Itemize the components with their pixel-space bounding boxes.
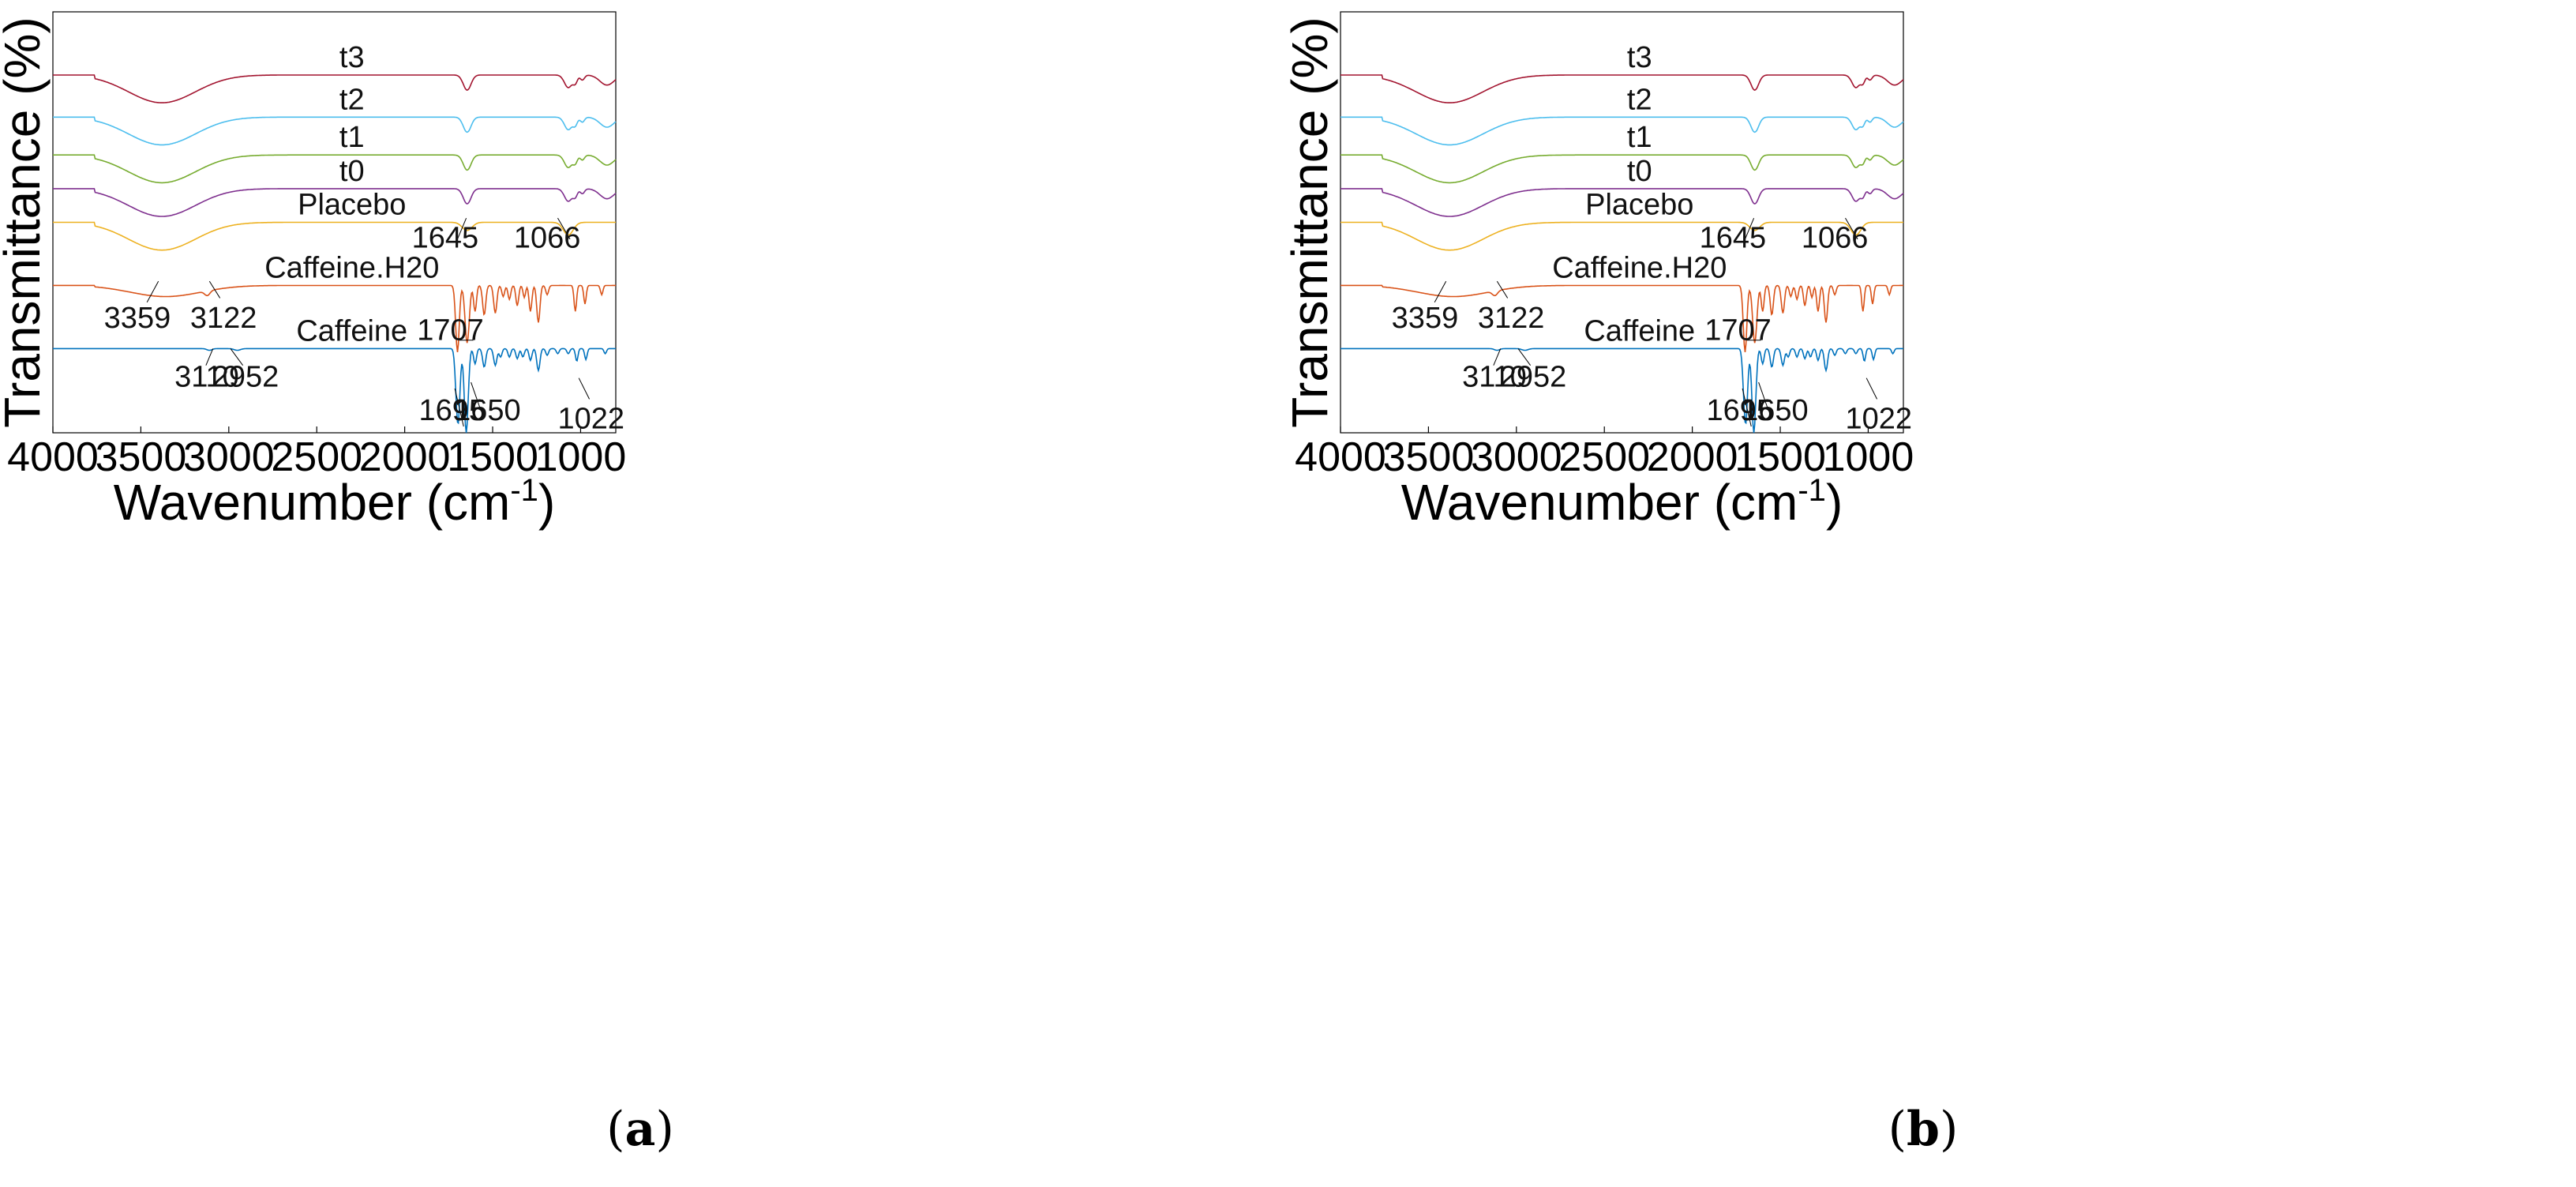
panel-b-caption: (b) <box>1888 1102 1959 1157</box>
x-tick-label: 1000 <box>1823 434 1914 480</box>
peak-leader-line <box>1493 348 1502 366</box>
series-line-t0 <box>53 188 617 217</box>
series-label: t0 <box>339 155 365 188</box>
panel-a-caption-letter: a <box>624 1102 656 1157</box>
series-line-t3 <box>1340 74 1904 103</box>
series-line-t2 <box>53 116 617 146</box>
peak-label: 1707 <box>417 314 484 347</box>
series-label: t3 <box>339 41 365 74</box>
peak-leader-line <box>1517 348 1532 366</box>
peak-label: 1022 <box>558 403 625 436</box>
series-line-placebo <box>53 221 616 251</box>
peak-label: 2952 <box>1500 360 1567 393</box>
series-label: Caffeine <box>296 314 407 347</box>
peak-leader-line <box>1434 280 1447 303</box>
peak-label: 1645 <box>1700 221 1767 254</box>
peak-leader-line <box>1865 378 1878 400</box>
x-tick-label: 2500 <box>271 434 362 480</box>
series-line-t1 <box>53 154 617 184</box>
x-axis-title: Wavenumber (cm-1) <box>114 473 556 531</box>
x-axis-title-main: Wavenumber (cm <box>114 474 511 531</box>
x-axis-title-sup: -1 <box>510 473 538 508</box>
peak-label: 3110 <box>174 360 239 393</box>
peak-leader-line <box>146 280 159 303</box>
series-line-t0 <box>1340 188 1904 217</box>
peak-leader-line <box>578 378 591 400</box>
x-axis-title-end: ) <box>1826 474 1843 531</box>
peak-label: 3122 <box>1478 302 1545 335</box>
peak-label: 3359 <box>1392 302 1459 335</box>
series-label: Caffeine.H20 <box>1552 251 1727 284</box>
series-line-t3 <box>53 74 617 103</box>
x-axis-title: Wavenumber (cm-1) <box>1401 473 1843 531</box>
series-line-t2 <box>1340 116 1904 146</box>
series-label: t1 <box>1627 121 1652 154</box>
x-tick-label: 2000 <box>359 434 451 480</box>
x-tick-label: 4000 <box>1295 434 1386 480</box>
peak-leader-line <box>1742 388 1752 427</box>
peak-label: 3110 <box>1462 360 1527 393</box>
x-tick-label: 3000 <box>1471 434 1562 480</box>
series-line-caffeine <box>53 347 616 434</box>
peak-label: 1650 <box>1742 394 1809 427</box>
series-label: Caffeine <box>1584 314 1695 347</box>
series-label: t2 <box>339 83 365 116</box>
x-tick-label: 3000 <box>183 434 275 480</box>
x-tick-label: 1500 <box>447 434 538 480</box>
series-line-caffeine-h20 <box>53 284 616 352</box>
x-tick-label: 2500 <box>1558 434 1650 480</box>
x-axis-title-end: ) <box>538 474 555 531</box>
peak-leader-line <box>1845 217 1858 240</box>
x-tick-label: 4000 <box>7 434 99 480</box>
panel-a-caption: (a) <box>606 1102 674 1157</box>
peak-label: 1695 <box>1707 394 1774 427</box>
peak-label: 3359 <box>104 302 171 335</box>
panel-b-caption-letter: b <box>1907 1102 1940 1157</box>
x-tick-label: 2000 <box>1647 434 1738 480</box>
y-axis-title: Transmittance (%) <box>0 17 51 427</box>
series-line-caffeine <box>1340 347 1903 434</box>
peak-label: 1066 <box>514 221 581 254</box>
peak-label: 1707 <box>1704 314 1772 347</box>
peak-label: 1645 <box>412 221 479 254</box>
peak-label: 1695 <box>419 394 486 427</box>
x-axis-title-sup: -1 <box>1798 473 1826 508</box>
peak-leader-line <box>205 348 214 366</box>
x-tick-label: 1000 <box>535 434 627 480</box>
x-axis-title-main: Wavenumber (cm <box>1401 474 1798 531</box>
series-line-t1 <box>1340 154 1904 184</box>
peak-label: 2952 <box>212 360 279 393</box>
series-label: Placebo <box>298 189 406 222</box>
series-label: t3 <box>1627 41 1652 74</box>
peak-leader-line <box>208 280 221 299</box>
peak-leader-line <box>230 348 244 366</box>
peak-leader-line <box>557 217 571 240</box>
peak-leader-line <box>1758 381 1768 408</box>
series-label: Placebo <box>1585 189 1693 222</box>
peak-leader-line <box>1496 280 1509 299</box>
series-label: t2 <box>1627 83 1652 116</box>
peak-label: 1022 <box>1846 403 1913 436</box>
peak-leader-line <box>471 381 481 408</box>
x-tick-label: 1500 <box>1734 434 1826 480</box>
peak-leader-line <box>454 388 464 427</box>
series-label: t1 <box>339 121 365 154</box>
x-tick-label: 3500 <box>96 434 187 480</box>
peak-label: 1066 <box>1802 221 1869 254</box>
series-line-caffeine-h20 <box>1340 284 1903 352</box>
series-label: t0 <box>1627 155 1652 188</box>
series-line-placebo <box>1340 221 1903 251</box>
peak-label: 3122 <box>190 302 257 335</box>
peak-leader-line <box>457 217 467 240</box>
peak-label: 1650 <box>454 394 521 427</box>
y-axis-title: Transmittance (%) <box>1288 17 1338 427</box>
peak-leader-line <box>1745 217 1755 240</box>
x-tick-label: 3500 <box>1383 434 1475 480</box>
series-label: Caffeine.H20 <box>264 251 439 284</box>
